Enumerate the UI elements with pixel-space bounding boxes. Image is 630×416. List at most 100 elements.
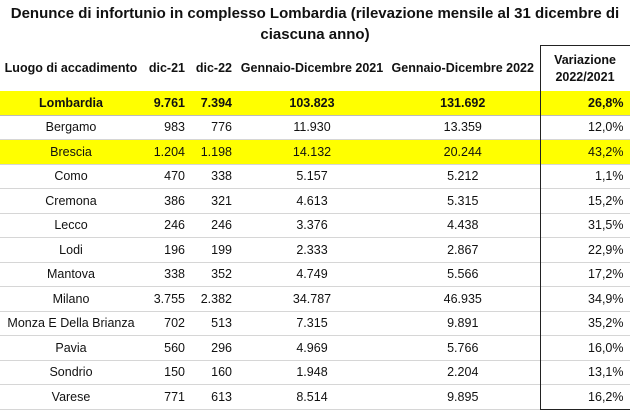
table-row: Monza E Della Brianza 702 513 7.315 9.891 35,…	[0, 311, 630, 336]
cell-gd2021: 4.749	[296, 267, 328, 282]
infortuni-table: Luogo di accadimento dic-21 dic-22 Genna…	[0, 45, 630, 410]
cell-gd2021: 11.930	[293, 120, 331, 135]
header-variazione: Variazione 2022/2021	[539, 45, 630, 91]
cell-gd2022: 5.766	[447, 340, 479, 355]
cell-gd2022: 4.438	[447, 218, 479, 233]
cell-dic21: 3.755	[153, 291, 185, 306]
cell-gd2022: 9.891	[447, 316, 479, 331]
table-header-row: Luogo di accadimento dic-21 dic-22 Genna…	[0, 45, 630, 91]
cell-luogo: Varese	[51, 389, 91, 404]
cell-var: 12,0%	[539, 115, 630, 140]
cell-luogo: Mantova	[47, 267, 95, 282]
cell-dic22: 2.382	[200, 291, 232, 306]
cell-dic21: 338	[164, 267, 185, 282]
cell-luogo: Cremona	[45, 193, 97, 208]
cell-var: 34,9%	[539, 286, 630, 311]
table-row: Lodi 196 199 2.333 2.867 22,9%	[0, 237, 630, 262]
cell-luogo: Monza E Della Brianza	[7, 316, 135, 331]
header-dic22: dic-22	[195, 61, 232, 76]
cell-dic22: 160	[211, 365, 232, 380]
cell-luogo: Lombardia	[39, 95, 103, 110]
cell-gd2021: 34.787	[292, 291, 332, 306]
cell-var: 35,2%	[539, 311, 630, 336]
cell-dic22: 296	[211, 340, 232, 355]
cell-dic22: 7.394	[200, 95, 232, 110]
cell-var: 22,9%	[539, 237, 630, 262]
table-row: Lecco 246 246 3.376 4.438 31,5%	[0, 213, 630, 238]
cell-dic22: 246	[211, 218, 232, 233]
header-gd2022: Gennaio-Dicembre 2022	[391, 61, 534, 76]
cell-var: 43,2%	[539, 139, 630, 164]
cell-dic22: 513	[211, 316, 232, 331]
cell-luogo: Pavia	[55, 340, 87, 355]
cell-gd2021: 4.613	[296, 193, 328, 208]
table-row: Brescia 1.204 1.198 14.132 20.244 43,2%	[0, 139, 630, 164]
cell-dic21: 983	[164, 120, 185, 135]
cell-var: 31,5%	[539, 213, 630, 238]
table-row: Lombardia 9.761 7.394 103.823 131.692 26,8%	[0, 91, 630, 115]
cell-var: 17,2%	[539, 262, 630, 287]
cell-gd2021: 7.315	[296, 316, 328, 331]
cell-var: 26,8%	[539, 91, 630, 115]
cell-luogo: Lodi	[59, 242, 83, 257]
cell-dic22: 1.198	[200, 144, 232, 159]
table-body: Lombardia 9.761 7.394 103.823 131.692 26,8% Be…	[0, 91, 630, 410]
cell-luogo: Brescia	[50, 144, 92, 159]
cell-gd2021: 8.514	[296, 389, 328, 404]
cell-dic22: 321	[211, 193, 232, 208]
cell-var: 13,1%	[539, 360, 630, 385]
header-gd2021: Gennaio-Dicembre 2021	[240, 61, 384, 76]
cell-dic21: 771	[164, 389, 185, 404]
cell-gd2022: 13.359	[443, 120, 482, 135]
table-row: Mantova 338 352 4.749 5.566 17,2%	[0, 262, 630, 287]
cell-dic22: 613	[211, 389, 232, 404]
cell-gd2022: 20.244	[443, 144, 482, 159]
table-title: Denunce di infortunio in complesso Lomba…	[10, 5, 620, 43]
cell-dic21: 9.761	[153, 95, 185, 110]
cell-luogo: Bergamo	[45, 120, 97, 135]
cell-luogo: Lecco	[54, 218, 88, 233]
cell-gd2021: 14.132	[292, 144, 332, 159]
cell-gd2022: 5.315	[447, 193, 479, 208]
table-row: Como 470 338 5.157 5.212 1,1%	[0, 164, 630, 189]
table-row: Sondrio 150 160 1.948 2.204 13,1%	[0, 360, 630, 385]
cell-dic21: 1.204	[153, 144, 185, 159]
cell-gd2021: 103.823	[289, 95, 335, 110]
cell-luogo: Como	[54, 169, 88, 184]
cell-dic21: 246	[164, 218, 185, 233]
table-row: Bergamo 983 776 11.930 13.359 12,0%	[0, 115, 630, 140]
table-row: Varese 771 613 8.514 9.895 16,2%	[0, 384, 630, 410]
cell-gd2021: 3.376	[296, 218, 328, 233]
cell-gd2022: 9.895	[447, 389, 479, 404]
cell-luogo: Milano	[52, 291, 90, 306]
cell-gd2022: 2.867	[447, 242, 479, 257]
cell-dic21: 150	[164, 365, 185, 380]
cell-var: 16,2%	[539, 384, 630, 410]
cell-dic22: 338	[211, 169, 232, 184]
cell-dic21: 560	[164, 340, 185, 355]
cell-dic22: 199	[211, 242, 232, 257]
table-row: Pavia 560 296 4.969 5.766 16,0%	[0, 335, 630, 360]
cell-dic22: 352	[211, 267, 232, 282]
cell-dic21: 702	[164, 316, 185, 331]
cell-dic21: 196	[164, 242, 185, 257]
cell-gd2022: 46.935	[443, 291, 482, 306]
table-row: Milano 3.755 2.382 34.787 46.935 34,9%	[0, 286, 630, 311]
table-row: Cremona 386 321 4.613 5.315 15,2%	[0, 188, 630, 213]
cell-gd2022: 131.692	[440, 95, 486, 110]
cell-gd2022: 5.212	[447, 169, 479, 184]
cell-luogo: Sondrio	[49, 365, 93, 380]
cell-gd2021: 2.333	[296, 242, 328, 257]
cell-gd2021: 5.157	[296, 169, 328, 184]
cell-dic21: 470	[164, 169, 185, 184]
cell-gd2022: 2.204	[447, 365, 479, 380]
header-dic21: dic-21	[148, 61, 185, 76]
cell-dic21: 386	[164, 193, 185, 208]
cell-var: 16,0%	[539, 335, 630, 360]
header-luogo: Luogo di accadimento	[4, 61, 138, 76]
cell-var: 15,2%	[539, 188, 630, 213]
cell-gd2021: 4.969	[296, 340, 328, 355]
cell-dic22: 776	[211, 120, 232, 135]
cell-var: 1,1%	[539, 164, 630, 189]
cell-gd2022: 5.566	[447, 267, 479, 282]
